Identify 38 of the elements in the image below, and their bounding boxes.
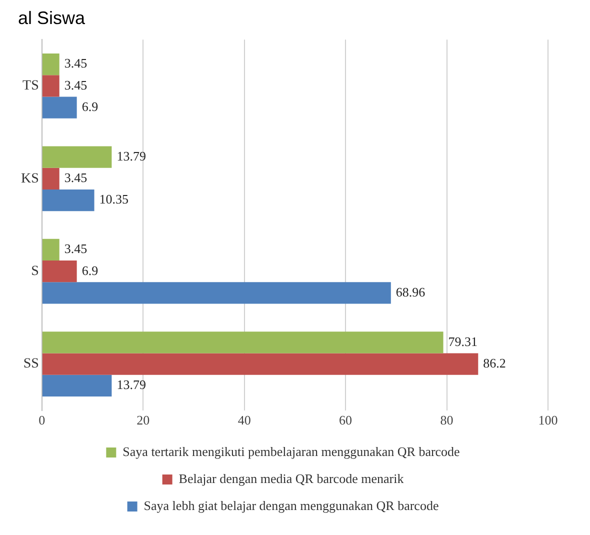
legend-label: Belajar dengan media QR barcode menarik	[178, 470, 404, 486]
data-label: 68.96	[396, 284, 426, 300]
bar	[42, 54, 60, 76]
bar	[42, 146, 112, 168]
data-label: 6.9	[82, 99, 98, 114]
bar	[42, 168, 60, 190]
data-label: 13.79	[116, 148, 146, 164]
data-label: 3.45	[64, 170, 88, 186]
bar	[42, 238, 60, 261]
x-tick-label: 0	[38, 412, 46, 428]
y-tick-label: S	[31, 264, 39, 280]
bar	[42, 332, 444, 354]
bar	[42, 189, 94, 212]
y-tick-label: TS	[22, 78, 39, 94]
x-tick-label: 60	[339, 412, 352, 428]
data-label: 6.9	[82, 262, 98, 278]
bar	[42, 282, 391, 304]
data-label: 79.31	[448, 334, 478, 349]
data-label: 13.79	[116, 377, 146, 392]
x-tick-label: 80	[440, 412, 454, 428]
data-label: 86.2	[483, 355, 506, 370]
x-tick-label: 100	[538, 412, 558, 428]
legend-label: Saya lebh giat belajar dengan menggunakan QR barcode	[144, 498, 439, 513]
data-label: 10.35	[99, 192, 129, 207]
data-label: 3.45	[64, 56, 88, 71]
x-tick-label: 20	[136, 412, 150, 428]
data-label: 3.45	[64, 77, 88, 92]
bar	[42, 374, 112, 396]
legend-label: Saya tertarik mengikuti pembelajaran menggunakan QR barcode	[122, 444, 460, 459]
data-label: 3.45	[64, 241, 88, 256]
bar	[42, 96, 77, 118]
chart-title: al Siswa	[18, 8, 86, 28]
bar	[42, 75, 60, 97]
y-tick-label: KS	[20, 171, 39, 186]
x-tick-label: 40	[238, 412, 251, 428]
y-tick-label: SS	[23, 356, 39, 372]
bar	[42, 260, 77, 282]
bar	[42, 353, 478, 375]
